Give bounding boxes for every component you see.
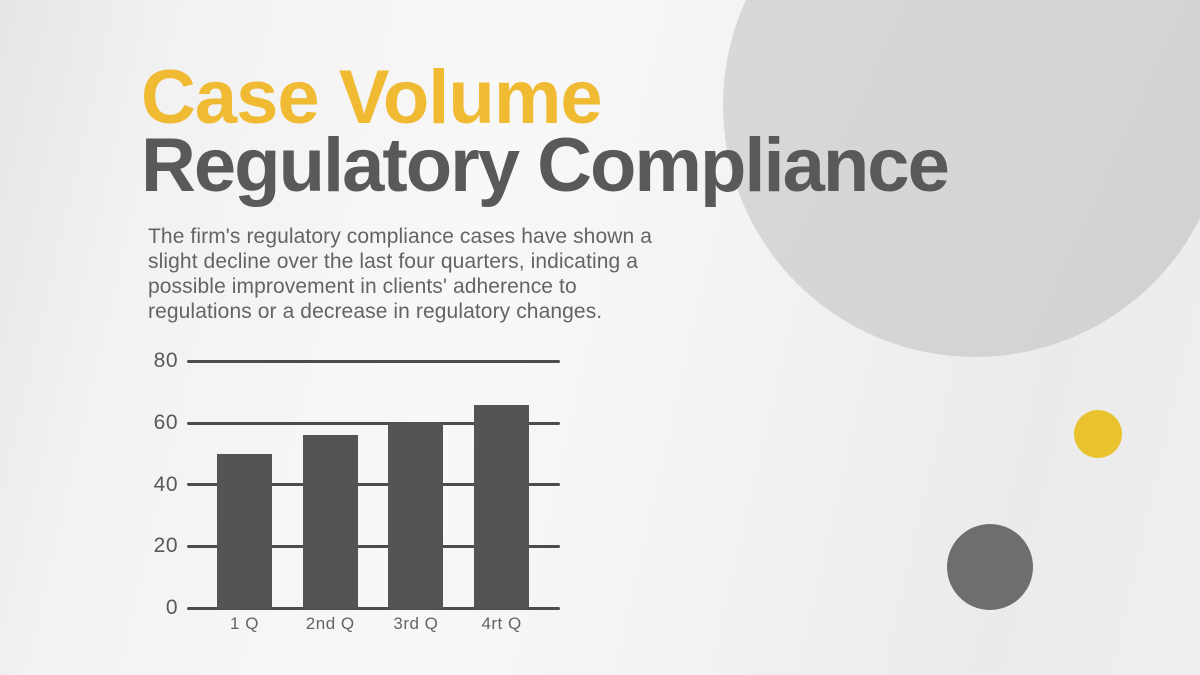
- description-line: The firm's regulatory compliance cases h…: [148, 225, 653, 248]
- bar: [302, 435, 358, 610]
- description-text: The firm's regulatory compliance cases h…: [148, 224, 652, 324]
- bar: [474, 404, 530, 610]
- y-grid-line: [187, 421, 560, 425]
- description-line: slight decline over the last four quarte…: [148, 250, 639, 273]
- decorative-dot-gray: [947, 524, 1033, 610]
- y-tick-label: 40: [153, 472, 178, 496]
- y-tick-label: 0: [165, 596, 178, 619]
- y-tick-label: 80: [153, 349, 178, 373]
- x-category-label: 1 Q: [230, 614, 259, 633]
- page-subtitle: Regulatory Compliance: [141, 123, 950, 208]
- description-line: regulations or a decrease in regulatory …: [148, 300, 603, 323]
- decorative-dot-yellow: [1074, 410, 1122, 458]
- bar-chart: 0 20 40 60 80 1 Q 2nd Q 3rd Q 4rt Q: [148, 348, 568, 648]
- y-grid-line: [187, 483, 560, 487]
- bar: [388, 423, 444, 610]
- x-category-label: 3rd Q: [393, 614, 439, 633]
- y-grid-line: [187, 606, 560, 610]
- y-tick-label: 20: [153, 534, 178, 558]
- bar: [217, 453, 272, 610]
- x-category-label: 4rt Q: [481, 614, 522, 633]
- x-category-label: 2nd Q: [305, 614, 355, 633]
- page-title: Case Volume: [141, 55, 603, 140]
- description-line: possible improvement in clients' adheren…: [148, 275, 577, 298]
- y-tick-label: 60: [153, 411, 178, 434]
- y-grid-line: [187, 544, 560, 548]
- y-grid-line: [187, 359, 560, 363]
